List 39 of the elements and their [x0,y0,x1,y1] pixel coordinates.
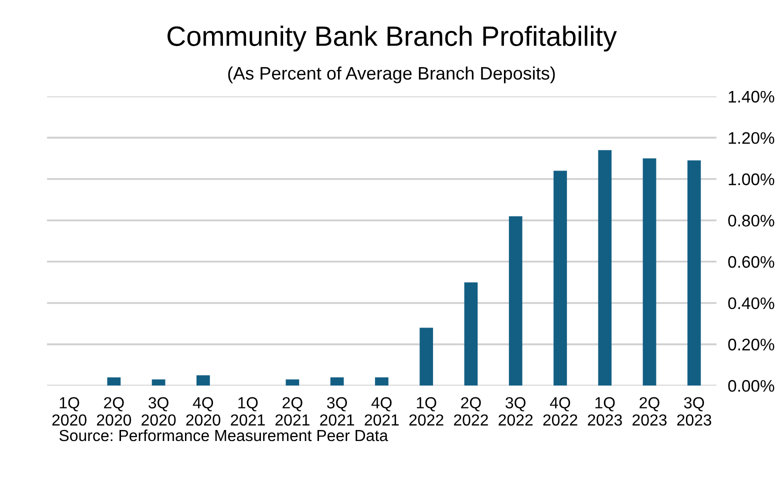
y-tick-label: 0.60% [728,256,774,268]
y-tick-label: 0.20% [728,338,774,350]
x-tick-label: 2Q 2022 [454,397,488,426]
x-tick-label: 4Q 2021 [364,397,399,426]
chart-title: Community Bank Branch Profitability [168,26,617,52]
chart-subtitle: (As Percent of Average Branch Deposits) [228,66,555,84]
y-tick-label: 0.40% [728,297,774,310]
x-tick-label: 1Q 2020 [52,397,86,426]
x-tick-label: 3Q 2023 [677,397,712,426]
bar [420,328,434,386]
bar [196,375,210,386]
y-tick-label: 1.20% [728,132,774,144]
bar [598,150,612,386]
bar [554,170,567,386]
x-tick-label: 1Q 2023 [588,397,622,426]
bar [152,379,166,386]
y-tick-label: 0.80% [728,214,774,227]
bar [286,379,300,386]
x-tick-label: 4Q 2022 [543,397,578,426]
bar [687,160,701,386]
source-note: Source: Performance Measurement Peer Data [59,429,388,442]
x-tick-label: 2Q 2020 [96,397,132,426]
x-tick-label: 1Q 2021 [230,397,265,426]
y-tick-label: 1.40% [728,90,774,103]
bar [330,377,344,386]
x-tick-label: 3Q 2021 [320,397,354,426]
x-tick-label: 4Q 2020 [186,397,220,426]
x-tick-label: 1Q 2022 [409,397,444,426]
bar [464,282,478,386]
x-tick-label: 2Q 2023 [632,397,667,426]
bar [375,377,388,386]
bar [508,216,522,386]
bar [642,158,656,386]
bar [107,377,121,386]
y-tick-label: 1.00% [728,173,774,186]
x-tick-label: 3Q 2022 [498,397,533,426]
x-tick-label: 3Q 2020 [142,397,176,426]
x-tick-label: 2Q 2021 [275,397,310,426]
y-tick-label: 0.00% [728,380,774,392]
